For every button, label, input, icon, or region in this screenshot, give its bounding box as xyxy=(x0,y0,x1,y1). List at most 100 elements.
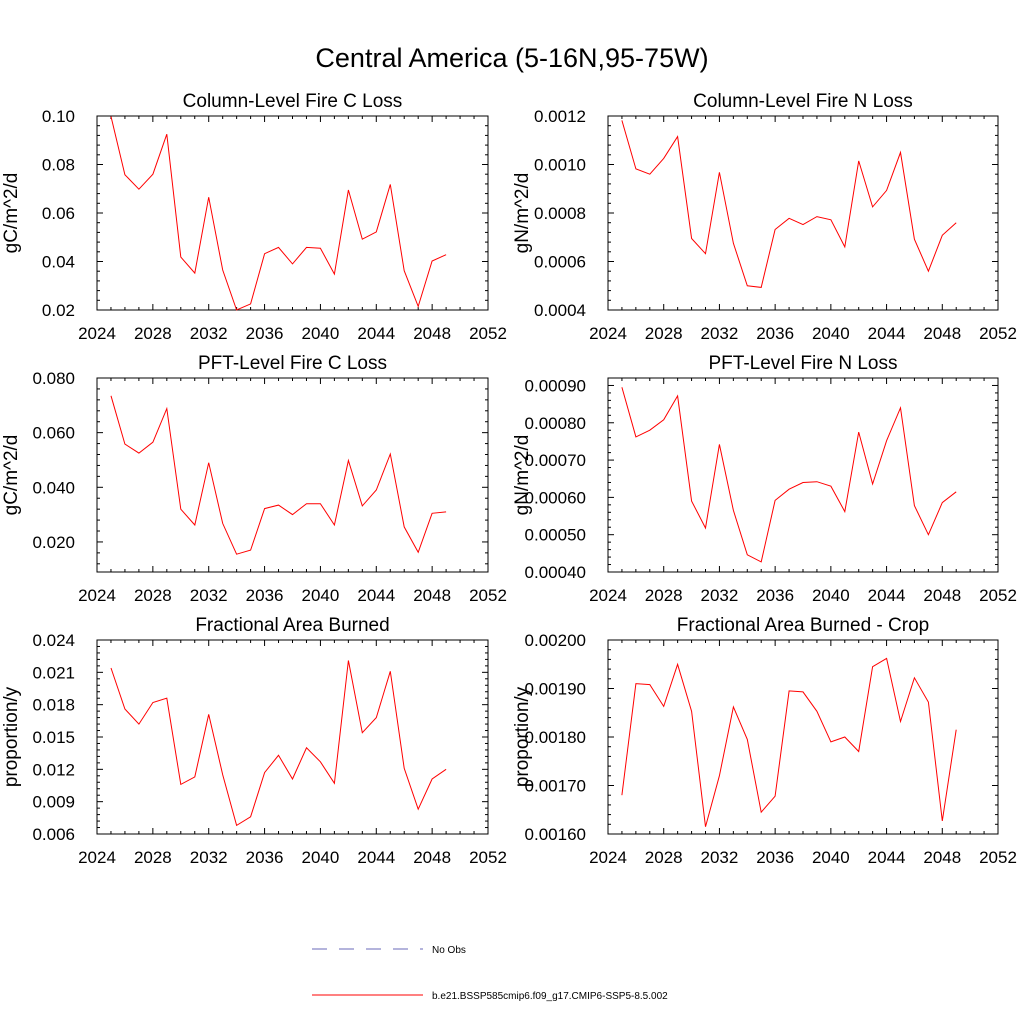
x-tick-label: 2028 xyxy=(645,324,683,343)
panels: 2024 2028 2032 2036 2040 2044 2048 2052 0.02 0.04… xyxy=(1,91,1017,867)
plot-frame xyxy=(607,115,999,311)
x-tick-label: 2024 xyxy=(589,848,627,867)
x-tick-label: 2048 xyxy=(413,848,451,867)
chart-panel-6: 2024 2028 2032 2036 2040 2044 2048 2052 0.00160 0… xyxy=(512,615,1017,867)
x-tick-label: 2048 xyxy=(413,586,451,605)
y-tick-label: 0.0006 xyxy=(534,253,586,272)
plot-frame xyxy=(607,377,999,573)
x-tick-label: 2028 xyxy=(134,848,172,867)
y-tick-label: 0.02 xyxy=(42,301,75,320)
chart-panel-1: 2024 2028 2032 2036 2040 2044 2048 2052 0.02 0.04… xyxy=(1,91,507,343)
legend-label-no-obs: No Obs xyxy=(432,945,466,956)
y-axis-label: gN/m^2/d xyxy=(512,435,533,516)
y-tick-label: 0.060 xyxy=(32,424,75,443)
x-tick-label: 2024 xyxy=(78,324,116,343)
y-axis-label: proportion/y xyxy=(1,686,22,787)
y-tick-label: 0.012 xyxy=(32,760,75,779)
x-tick-label: 2044 xyxy=(868,848,906,867)
y-tick-label: 0.00200 xyxy=(525,631,586,650)
x-tick-label: 2040 xyxy=(812,324,850,343)
panel-title: Column-Level Fire C Loss xyxy=(183,91,403,112)
legend-label-model: b.e21.BSSP585cmip6.f09_g17.CMIP6-SSP5-8.… xyxy=(432,991,668,1002)
series-line-1 xyxy=(110,660,447,827)
y-tick-label: 0.00080 xyxy=(525,414,586,433)
plot-frame xyxy=(96,377,489,573)
x-tick-label: 2036 xyxy=(246,586,284,605)
x-tick-label: 2048 xyxy=(413,324,451,343)
x-tick-label: 2032 xyxy=(701,848,739,867)
y-tick-label: 0.00170 xyxy=(525,777,586,796)
panel-title: PFT-Level Fire C Loss xyxy=(198,353,387,374)
x-tick-label: 2048 xyxy=(923,848,961,867)
x-tick-label: 2044 xyxy=(357,848,395,867)
chart-panel-4: 2024 2028 2032 2036 2040 2044 2048 2052 0.00040 0… xyxy=(512,353,1017,605)
y-tick-label: 0.0012 xyxy=(534,107,586,126)
y-tick-label: 0.00060 xyxy=(525,488,586,507)
y-tick-label: 0.009 xyxy=(32,793,75,812)
x-tick-label: 2052 xyxy=(469,848,507,867)
x-tick-label: 2048 xyxy=(923,586,961,605)
series-line-1 xyxy=(110,395,447,555)
y-tick-label: 0.04 xyxy=(42,253,75,272)
plot-frame xyxy=(607,639,999,835)
y-tick-label: 0.06 xyxy=(42,204,75,223)
y-tick-label: 0.018 xyxy=(32,696,75,715)
x-tick-label: 2044 xyxy=(357,324,395,343)
x-tick-label: 2052 xyxy=(979,848,1017,867)
y-tick-label: 0.10 xyxy=(42,107,75,126)
y-axis-label: proportion/y xyxy=(512,686,533,787)
y-tick-label: 0.021 xyxy=(32,663,75,682)
x-tick-label: 2052 xyxy=(979,586,1017,605)
figure-title: Central America (5-16N,95-75W) xyxy=(315,43,708,73)
y-tick-label: 0.080 xyxy=(32,369,75,388)
y-axis-label: gC/m^2/d xyxy=(1,173,22,254)
x-tick-label: 2024 xyxy=(78,848,116,867)
x-tick-label: 2028 xyxy=(645,848,683,867)
x-tick-label: 2024 xyxy=(589,586,627,605)
y-tick-label: 0.0010 xyxy=(534,156,586,175)
x-tick-label: 2036 xyxy=(756,848,794,867)
x-tick-label: 2040 xyxy=(302,324,340,343)
y-tick-label: 0.006 xyxy=(32,825,75,844)
x-tick-label: 2028 xyxy=(645,586,683,605)
x-tick-label: 2024 xyxy=(589,324,627,343)
x-tick-label: 2040 xyxy=(812,586,850,605)
y-axis-label: gC/m^2/d xyxy=(1,435,22,516)
x-tick-label: 2044 xyxy=(868,324,906,343)
x-tick-label: 2052 xyxy=(979,324,1017,343)
plot-frame xyxy=(96,639,489,835)
x-tick-label: 2052 xyxy=(469,586,507,605)
series-line-1 xyxy=(621,120,957,288)
x-tick-label: 2024 xyxy=(78,586,116,605)
panel-title: Fractional Area Burned xyxy=(195,615,389,636)
x-tick-label: 2032 xyxy=(701,324,739,343)
y-tick-label: 0.00180 xyxy=(525,728,586,747)
panel-title: Column-Level Fire N Loss xyxy=(693,91,913,112)
y-tick-label: 0.0008 xyxy=(534,204,586,223)
series-line-1 xyxy=(621,657,957,827)
x-tick-label: 2032 xyxy=(701,586,739,605)
y-tick-label: 0.015 xyxy=(32,728,75,747)
x-tick-label: 2032 xyxy=(190,586,228,605)
x-tick-label: 2044 xyxy=(357,586,395,605)
x-tick-label: 2040 xyxy=(302,848,340,867)
x-tick-label: 2036 xyxy=(246,324,284,343)
chart-panel-2: 2024 2028 2032 2036 2040 2044 2048 2052 0.0004 0.… xyxy=(512,91,1017,343)
y-axis-label: gN/m^2/d xyxy=(512,173,533,254)
x-tick-label: 2028 xyxy=(134,586,172,605)
y-tick-label: 0.040 xyxy=(32,478,75,497)
legend: No Obs b.e21.BSSP585cmip6.f09_g17.CMIP6-… xyxy=(312,945,668,1002)
y-tick-label: 0.020 xyxy=(32,533,75,552)
chart-panel-3: 2024 2028 2032 2036 2040 2044 2048 2052 0.020 0.0… xyxy=(1,353,507,605)
y-tick-label: 0.024 xyxy=(32,631,75,650)
series-line-1 xyxy=(110,116,447,311)
x-tick-label: 2032 xyxy=(190,324,228,343)
series-line-1 xyxy=(621,387,957,563)
panel-title: Fractional Area Burned - Crop xyxy=(677,615,929,636)
x-tick-label: 2036 xyxy=(246,848,284,867)
x-tick-label: 2036 xyxy=(756,586,794,605)
y-tick-label: 0.00190 xyxy=(525,680,586,699)
y-tick-label: 0.0004 xyxy=(534,301,586,320)
x-tick-label: 2036 xyxy=(756,324,794,343)
